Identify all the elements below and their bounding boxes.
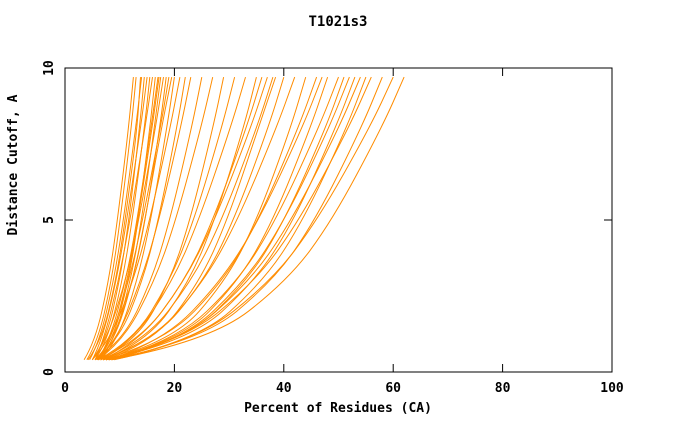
series-line bbox=[111, 76, 367, 361]
x-tick-label: 80 bbox=[495, 381, 511, 396]
series-line bbox=[97, 76, 214, 361]
x-tick-label: 40 bbox=[276, 381, 292, 396]
series-line bbox=[103, 76, 296, 361]
series-line bbox=[94, 77, 153, 361]
series-line bbox=[105, 76, 329, 361]
series-line bbox=[111, 76, 350, 361]
series-line bbox=[114, 76, 394, 361]
curve-series bbox=[83, 76, 405, 361]
series-line bbox=[105, 76, 372, 361]
y-tick-label: 10 bbox=[42, 60, 57, 76]
axis-ticks bbox=[64, 67, 613, 373]
x-tick-label: 100 bbox=[600, 381, 624, 396]
series-line bbox=[103, 76, 318, 361]
series-line bbox=[97, 76, 236, 361]
series-line bbox=[103, 76, 257, 361]
series-line bbox=[91, 77, 148, 361]
x-axis-label: Percent of Residues (CA) bbox=[244, 401, 432, 416]
x-tick-label: 20 bbox=[167, 381, 183, 396]
series-line bbox=[97, 77, 159, 361]
x-tick-label: 60 bbox=[385, 381, 401, 396]
axis-tick-labels: 0 20 40 60 80 100 0 5 10 bbox=[42, 60, 624, 396]
series-line bbox=[97, 77, 170, 361]
series-line bbox=[86, 77, 137, 361]
series-line bbox=[100, 76, 225, 361]
series-line bbox=[105, 76, 356, 361]
y-tick-label: 5 bbox=[42, 216, 57, 224]
series-line bbox=[108, 76, 339, 361]
series-line bbox=[105, 76, 277, 361]
chart-title: T1021s3 bbox=[308, 14, 367, 30]
y-axis-label: Distance Cutoff, A bbox=[6, 94, 21, 235]
series-line bbox=[108, 76, 323, 361]
series-line bbox=[94, 77, 203, 361]
series-line bbox=[103, 76, 268, 361]
series-line bbox=[91, 77, 164, 361]
series-line bbox=[100, 76, 246, 361]
y-tick-label: 0 bbox=[42, 368, 57, 376]
series-line bbox=[98, 77, 173, 361]
series-line bbox=[83, 77, 134, 361]
series-line bbox=[91, 77, 181, 361]
series-line bbox=[97, 77, 156, 361]
series-line bbox=[97, 77, 192, 361]
series-line bbox=[108, 76, 361, 361]
series-line bbox=[100, 76, 274, 361]
series-line bbox=[111, 76, 405, 361]
series-line bbox=[89, 77, 143, 361]
series-line bbox=[87, 77, 141, 361]
x-tick-label: 0 bbox=[61, 381, 69, 396]
